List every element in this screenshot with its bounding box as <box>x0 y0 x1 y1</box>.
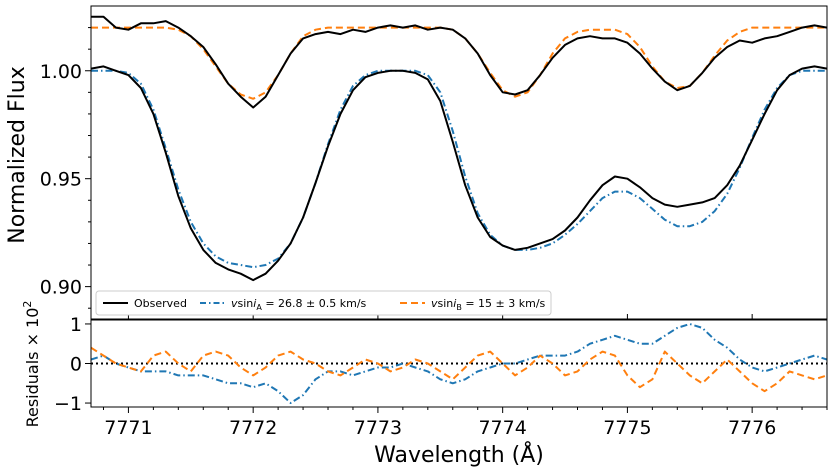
series-line-1 <box>91 65 827 282</box>
main-plot-frame <box>90 5 828 320</box>
residual-line-1 <box>91 346 827 393</box>
main-plot-panel: 0.90 0.95 1.00 Normalized Flux Observed vs… <box>5 5 828 320</box>
main-y-ticks: 0.90 0.95 1.00 <box>40 27 753 319</box>
residuals-y-axis-label: Residuals × 102 <box>21 301 42 428</box>
residual-line-0 <box>91 323 827 404</box>
x-tick-label-1: 7772 <box>229 417 277 439</box>
main-y-tick-label-0: 0.90 <box>40 277 82 299</box>
x-tick-label-4: 7775 <box>603 417 651 439</box>
main-series-group <box>91 15 827 282</box>
x-tick-label-2: 7773 <box>354 417 402 439</box>
residual-axis-ticks: −1 0 1 7771 7772 7773 7774 7775 7776 <box>54 314 828 439</box>
x-tick-label-5: 7776 <box>728 417 776 439</box>
main-y-axis-label: Normalized Flux <box>5 66 30 243</box>
residuals-plot-panel: −1 0 1 7771 7772 7773 7774 7775 7776 Residuals ×… <box>21 301 828 467</box>
series-line-0 <box>91 15 827 109</box>
series-line-2 <box>91 69 827 269</box>
legend-frame <box>95 290 552 316</box>
x-tick-label-3: 7774 <box>478 417 526 439</box>
series-line-3 <box>91 26 827 100</box>
main-y-tick-label-1: 0.95 <box>40 169 82 191</box>
resid-y-tick-label-1: 0 <box>70 354 82 376</box>
legend-vsini-a-label: vsiniA = 26.8 ± 0.5 km/s <box>231 297 367 312</box>
main-y-tick-label-2: 1.00 <box>40 61 82 83</box>
legend: Observed vsiniA = 26.8 ± 0.5 km/s vsiniB… <box>95 290 552 316</box>
x-axis-label: Wavelength (Å) <box>374 441 544 467</box>
legend-vsini-b-label: vsiniB = 15 ± 3 km/s <box>431 297 546 312</box>
legend-observed-label: Observed <box>134 297 187 310</box>
x-tick-label-0: 7771 <box>104 417 152 439</box>
resid-y-tick-label-0: −1 <box>54 393 82 415</box>
residual-series-group <box>91 323 827 404</box>
resid-y-tick-label-2: 1 <box>70 314 82 336</box>
